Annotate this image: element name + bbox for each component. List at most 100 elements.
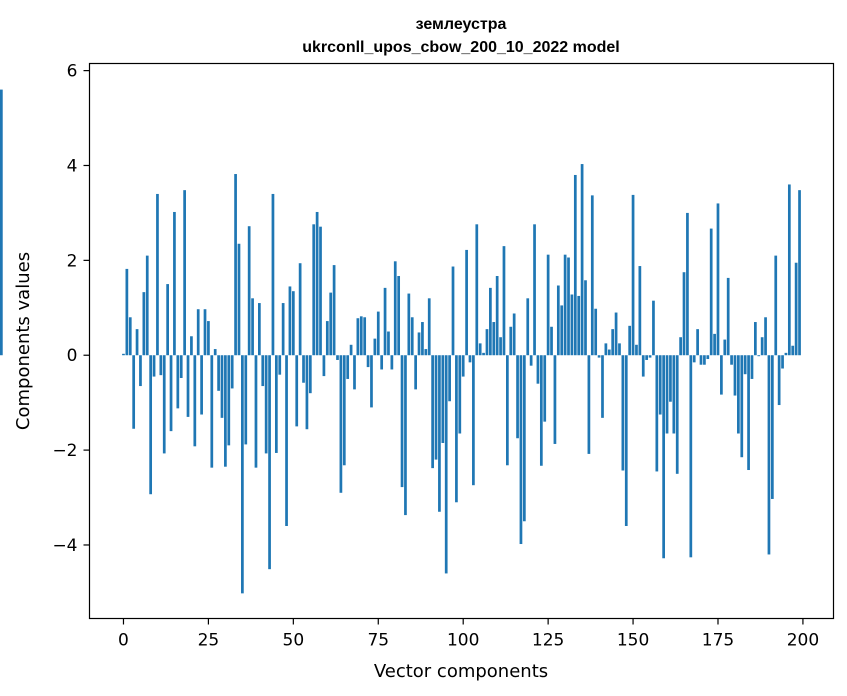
bar-175 xyxy=(716,203,720,356)
bar-104 xyxy=(475,224,479,356)
bar-124 xyxy=(543,355,547,422)
bar-138 xyxy=(590,195,594,356)
bar-126 xyxy=(550,326,553,356)
bar-102 xyxy=(468,355,472,363)
bar-160 xyxy=(665,355,669,434)
bar-79 xyxy=(390,355,394,370)
y-tick-label: −4 xyxy=(52,536,77,556)
bar-134 xyxy=(577,295,581,356)
bar-21 xyxy=(193,355,197,447)
bar-54 xyxy=(305,355,309,430)
bar-56 xyxy=(312,224,316,356)
bar-58 xyxy=(319,226,322,356)
bar-38 xyxy=(251,298,254,356)
bar-27 xyxy=(213,349,217,356)
bar-117 xyxy=(519,355,523,545)
bar-49 xyxy=(288,286,292,356)
bar-39 xyxy=(254,355,258,468)
bar-87 xyxy=(417,332,421,356)
bar-129 xyxy=(560,305,564,356)
bar-59 xyxy=(322,355,326,377)
bar-196 xyxy=(787,184,791,356)
bar-98 xyxy=(455,355,458,503)
bar-60 xyxy=(325,321,329,356)
bar-100 xyxy=(461,355,465,377)
bar-47 xyxy=(281,303,285,356)
bar-162 xyxy=(672,355,676,434)
bar-11 xyxy=(159,355,163,376)
bar-66 xyxy=(346,355,350,379)
bar-71 xyxy=(363,317,367,356)
bar-94 xyxy=(441,355,445,443)
bar-141 xyxy=(601,355,604,418)
y-axis-label: Components values xyxy=(13,252,34,430)
bar-198 xyxy=(794,262,798,356)
bar-67 xyxy=(349,344,353,356)
bar-107 xyxy=(485,329,489,356)
bar-26 xyxy=(210,355,214,468)
bar-72 xyxy=(366,355,370,368)
y-tick-label: −2 xyxy=(52,441,77,461)
bar-40 xyxy=(258,303,261,356)
bar-18 xyxy=(183,190,186,356)
bar-91 xyxy=(431,355,434,469)
bars-group xyxy=(0,89,801,594)
x-tick-label: 200 xyxy=(787,631,819,651)
bar-188 xyxy=(760,337,764,356)
x-tick-label: 0 xyxy=(118,631,129,651)
bar-23 xyxy=(200,355,203,415)
bar-191 xyxy=(770,355,774,499)
bar-97 xyxy=(451,266,455,356)
bar-15 xyxy=(173,211,176,356)
bar-68 xyxy=(353,355,356,390)
bar-24 xyxy=(203,309,207,356)
bar-36 xyxy=(244,355,248,445)
bar-136 xyxy=(584,280,587,356)
x-axis: 0 25 50 75 100 125 150 175 200 xyxy=(118,618,819,651)
bar-149 xyxy=(628,325,632,356)
bar-180 xyxy=(733,355,737,396)
bar-25 xyxy=(207,321,210,356)
bar-70 xyxy=(359,316,363,356)
bar-88 xyxy=(421,322,424,356)
y-tick-label: 0 xyxy=(67,346,78,366)
bar-99 xyxy=(458,355,462,434)
bar-19 xyxy=(186,355,190,417)
bar-109 xyxy=(492,322,496,356)
bar-187 xyxy=(757,355,761,357)
bar-29 xyxy=(220,355,224,418)
y-tick-label: 6 xyxy=(67,62,78,82)
bar-140 xyxy=(597,355,601,358)
bar-84 xyxy=(407,293,411,356)
x-tick-label: 25 xyxy=(198,631,220,651)
bar-168 xyxy=(692,355,696,363)
bar-153 xyxy=(641,355,645,377)
bar-163 xyxy=(675,355,679,474)
bar-177 xyxy=(723,339,727,356)
bar-193 xyxy=(777,355,781,406)
x-tick-label: 50 xyxy=(283,631,305,651)
bar-121 xyxy=(533,224,536,356)
bar-90 xyxy=(427,298,431,356)
bar-13 xyxy=(166,284,169,356)
bar-48 xyxy=(285,355,288,526)
bar-199 xyxy=(798,190,801,356)
x-tick-label: 125 xyxy=(532,631,564,651)
bar-10 xyxy=(156,193,159,356)
bar-16 xyxy=(176,355,180,409)
bar-51 xyxy=(295,355,299,427)
bar-181 xyxy=(737,355,740,434)
chart-title-line-2: ukrconll_upos_cbow_200_10_2022 model xyxy=(302,39,619,56)
bar-75 xyxy=(376,311,380,356)
x-tick-label: 150 xyxy=(617,631,649,651)
bar-5 xyxy=(139,355,142,387)
bar-122 xyxy=(536,355,540,384)
bar-50 xyxy=(291,291,295,356)
bar-43 xyxy=(268,355,271,570)
bar-30 xyxy=(224,355,227,467)
bar-76 xyxy=(380,355,384,370)
bar-151 xyxy=(635,344,638,356)
bar-74 xyxy=(373,338,377,356)
bar-45 xyxy=(274,355,278,453)
bar-183 xyxy=(743,355,747,375)
